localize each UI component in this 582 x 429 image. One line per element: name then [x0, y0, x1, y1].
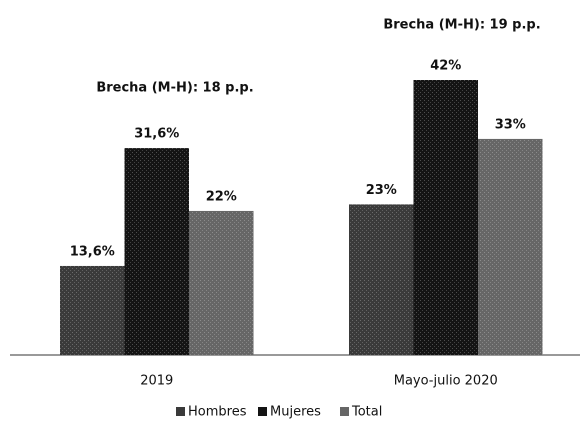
- value-label: 42%: [430, 59, 461, 74]
- bar-texture: [478, 138, 543, 355]
- value-label: 31,6%: [134, 127, 179, 142]
- legend-label: Total: [351, 405, 382, 420]
- value-label: 23%: [366, 183, 397, 198]
- value-label: 13,6%: [70, 244, 115, 259]
- legend-swatch: [340, 407, 349, 416]
- x-tick-label: 2019: [140, 374, 173, 389]
- bar-texture: [124, 148, 189, 355]
- annotation: Brecha (M-H): 19 p.p.: [383, 18, 540, 33]
- value-label: 33%: [495, 117, 526, 132]
- legend-label: Mujeres: [270, 405, 321, 420]
- bar-texture: [60, 265, 125, 355]
- legend-label: Hombres: [188, 405, 247, 420]
- x-tick-label: Mayo-julio 2020: [394, 374, 498, 389]
- bar-texture: [349, 204, 414, 355]
- bar-texture: [189, 210, 254, 355]
- legend-swatch: [258, 407, 267, 416]
- annotation: Brecha (M-H): 18 p.p.: [96, 81, 253, 96]
- bar-texture: [413, 80, 478, 355]
- value-label: 22%: [206, 189, 237, 204]
- legend-swatch: [176, 407, 185, 416]
